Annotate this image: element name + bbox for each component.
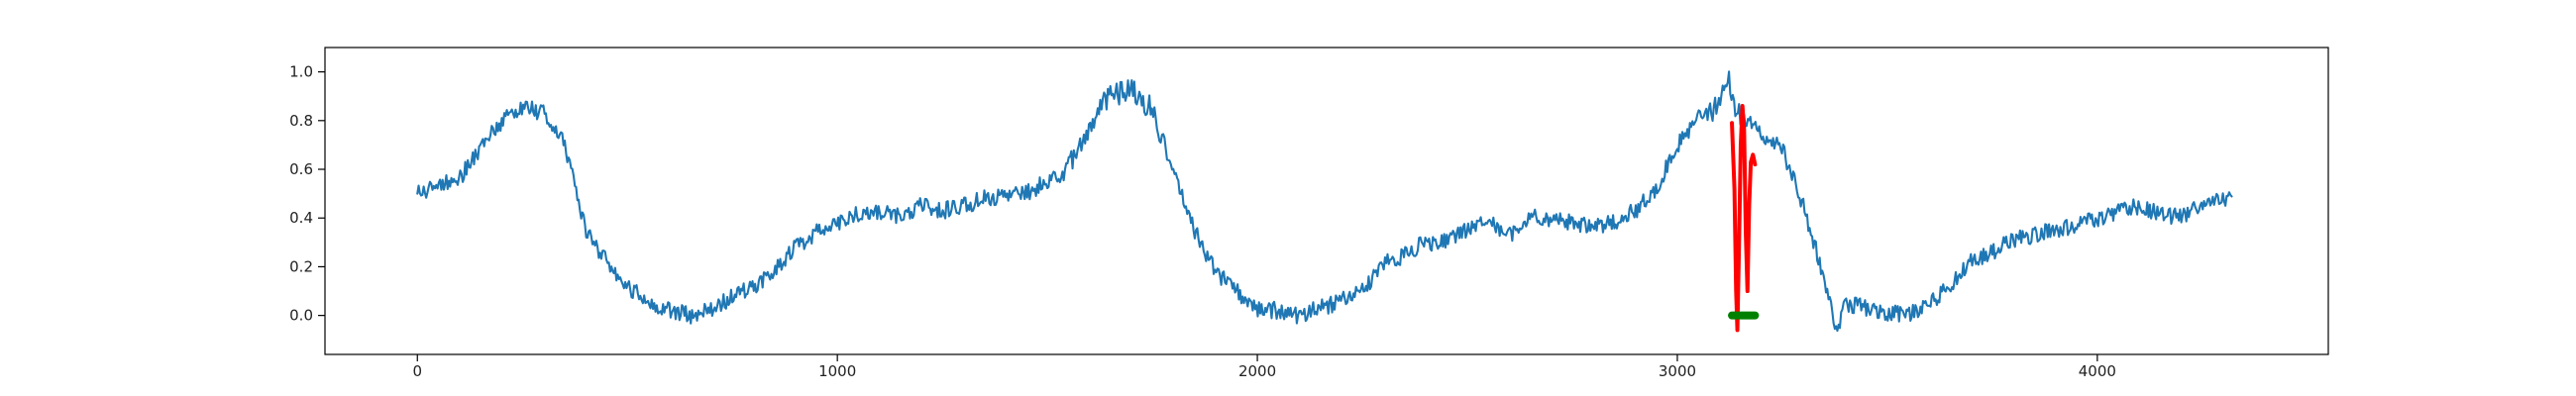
- y-tick-label: 0.4: [289, 209, 313, 227]
- axes-layer: [324, 47, 2329, 355]
- y-tick-label: 0.2: [289, 257, 313, 275]
- x-tick-label: 0: [412, 362, 422, 380]
- x-tick-label: 4000: [2079, 362, 2116, 380]
- y-tick-label: 0.0: [289, 307, 313, 325]
- y-tick-label: 0.6: [289, 160, 313, 178]
- ticks-layer: 0 1000 2000 3000 4000 0.0 0.2 0.4 0.6 0.8 1.0: [289, 63, 2116, 380]
- series-1-line: [416, 70, 2233, 333]
- series-2-line: [1730, 104, 1758, 333]
- x-tick-label: 2000: [1238, 362, 1276, 380]
- x-tick-label: 1000: [818, 362, 856, 380]
- plot-frame: [324, 47, 2329, 355]
- x-tick-label: 3000: [1659, 362, 1696, 380]
- y-tick-label: 0.8: [289, 112, 313, 130]
- y-tick-label: 1.0: [289, 63, 313, 81]
- series-layer: [416, 70, 2233, 333]
